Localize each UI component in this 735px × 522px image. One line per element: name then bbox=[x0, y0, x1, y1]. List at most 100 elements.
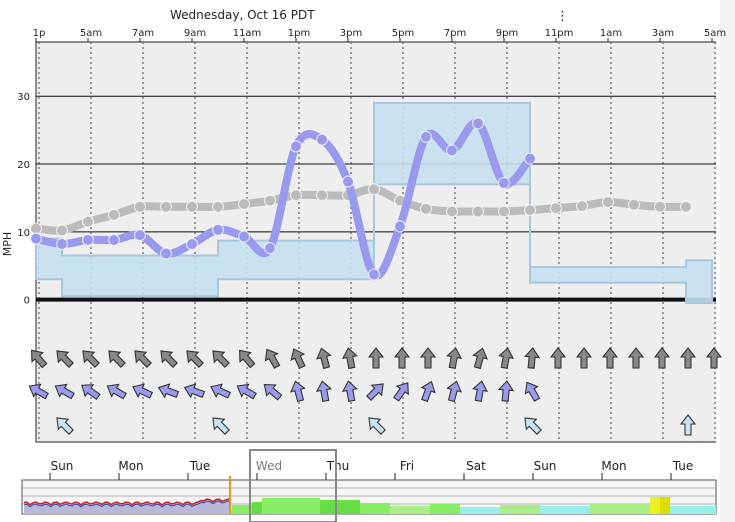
top-axis-tick-label: 9pm bbox=[496, 28, 518, 39]
wind-arrow bbox=[366, 383, 384, 401]
wind-arrow bbox=[549, 347, 567, 369]
sustained-point bbox=[523, 152, 537, 165]
wind-arrow bbox=[56, 350, 74, 368]
gust-point bbox=[55, 224, 69, 237]
wind-arrow bbox=[446, 380, 462, 403]
gust-point bbox=[29, 222, 43, 235]
gust-point bbox=[263, 194, 277, 207]
overview-day-label: Wed bbox=[256, 459, 282, 473]
y-tick-label: 0 bbox=[24, 296, 30, 307]
wind-arrow bbox=[420, 380, 436, 403]
sustained-point bbox=[211, 223, 225, 236]
plot-area bbox=[36, 42, 716, 442]
overview-forecast-block bbox=[262, 498, 320, 514]
gust-point bbox=[367, 183, 381, 196]
overview-forecast-block bbox=[650, 497, 660, 514]
menu-dots-icon[interactable]: ⋮ bbox=[556, 9, 569, 24]
top-axis-tick-label: 1am bbox=[600, 28, 622, 39]
sustained-series bbox=[29, 117, 537, 281]
gust-point bbox=[81, 215, 95, 228]
overview-day-label: Sat bbox=[466, 459, 486, 473]
wind-arrow bbox=[183, 383, 206, 399]
gust-point bbox=[419, 202, 433, 215]
sustained-point bbox=[419, 130, 433, 144]
wind-arrow bbox=[446, 347, 463, 370]
sustained-point bbox=[237, 230, 251, 243]
gust-point bbox=[445, 205, 459, 218]
wind-arrow bbox=[290, 348, 306, 370]
overview-scrubber[interactable]: Sun Mon Tue Wed Thu Fri Sat Sun Mon Tue bbox=[21, 449, 717, 522]
gust-point bbox=[497, 205, 511, 218]
wind-arrow bbox=[186, 350, 204, 368]
forecast-range-band bbox=[35, 102, 713, 305]
overview-forecast-block bbox=[320, 500, 360, 514]
wind-arrow bbox=[81, 384, 101, 400]
wind-arrow bbox=[367, 347, 385, 369]
overview-forecast-block bbox=[500, 505, 540, 514]
range-band-shape bbox=[35, 102, 713, 305]
wind-arrow bbox=[108, 350, 126, 368]
wind-arrow bbox=[368, 417, 386, 435]
wind-arrow bbox=[575, 347, 593, 369]
sustained-point bbox=[367, 268, 381, 281]
wind-arrow bbox=[134, 350, 152, 368]
sustained-point bbox=[315, 133, 329, 146]
wind-arrow bbox=[679, 347, 697, 369]
wind-arrow bbox=[160, 350, 178, 368]
sustained-point bbox=[29, 232, 43, 245]
overview-day-label: Sun bbox=[51, 459, 74, 473]
wind-arrow bbox=[290, 380, 306, 403]
gust-point bbox=[653, 200, 667, 213]
overview-day-label: Mon bbox=[118, 459, 143, 473]
top-axis-tick-label: 1pm bbox=[288, 28, 310, 39]
top-axis-tick-label: 9am bbox=[184, 28, 206, 39]
top-axis-tick-label: 1p bbox=[33, 28, 46, 39]
overview-forecast-block bbox=[232, 505, 252, 514]
sustained-point bbox=[263, 242, 277, 255]
wind-arrow bbox=[28, 383, 49, 400]
gust-point bbox=[315, 189, 329, 202]
sustained-point bbox=[185, 237, 199, 251]
wind-arrow bbox=[106, 383, 127, 400]
y-tick-label: 10 bbox=[17, 228, 30, 239]
sustained-point bbox=[107, 233, 121, 247]
gust-point bbox=[575, 199, 589, 213]
wind-arrow bbox=[679, 414, 697, 436]
sustained-point bbox=[81, 233, 95, 247]
top-axis-tick-label: 5am bbox=[704, 28, 726, 39]
gust-point bbox=[211, 200, 225, 213]
overview-forecast-block bbox=[430, 504, 460, 514]
overview-day-label: Thu bbox=[326, 459, 350, 473]
gust-point bbox=[523, 204, 537, 217]
overview-day-label: Fri bbox=[400, 459, 414, 473]
wind-arrow bbox=[132, 383, 154, 399]
wind-arrow bbox=[212, 417, 230, 435]
gust-series bbox=[29, 183, 693, 237]
wind-arrow bbox=[627, 347, 645, 369]
sustained-point bbox=[133, 229, 147, 242]
y-tick-label: 30 bbox=[17, 92, 30, 103]
wind-arrow bbox=[263, 383, 283, 401]
sustained-point bbox=[159, 247, 173, 260]
top-axis-tick-label: 5pm bbox=[392, 28, 414, 39]
overview-day-label: Tue bbox=[189, 459, 211, 473]
top-axis-tick-label: 7pm bbox=[444, 28, 466, 39]
header-date-label: Wednesday, Oct 16 PDT bbox=[170, 8, 315, 22]
wind-arrow bbox=[601, 347, 619, 369]
overview-forecast-block bbox=[670, 506, 716, 514]
gust-point bbox=[133, 200, 147, 213]
wind-arrow bbox=[419, 347, 437, 369]
gust-point bbox=[549, 202, 563, 215]
wind-arrow bbox=[82, 350, 100, 368]
overview-forecast-block bbox=[660, 497, 670, 514]
top-axis-tick-label: 11pm bbox=[545, 28, 574, 39]
wind-arrow bbox=[524, 381, 541, 402]
wind-arrow bbox=[316, 347, 332, 370]
wind-arrow bbox=[341, 380, 358, 403]
wind-arrow bbox=[472, 347, 488, 370]
gust-point bbox=[627, 198, 641, 211]
wind-arrow bbox=[236, 383, 257, 400]
wind-arrow bbox=[341, 347, 358, 370]
top-axis-tick-label: 5am bbox=[80, 28, 102, 39]
sustained-point bbox=[445, 144, 459, 157]
